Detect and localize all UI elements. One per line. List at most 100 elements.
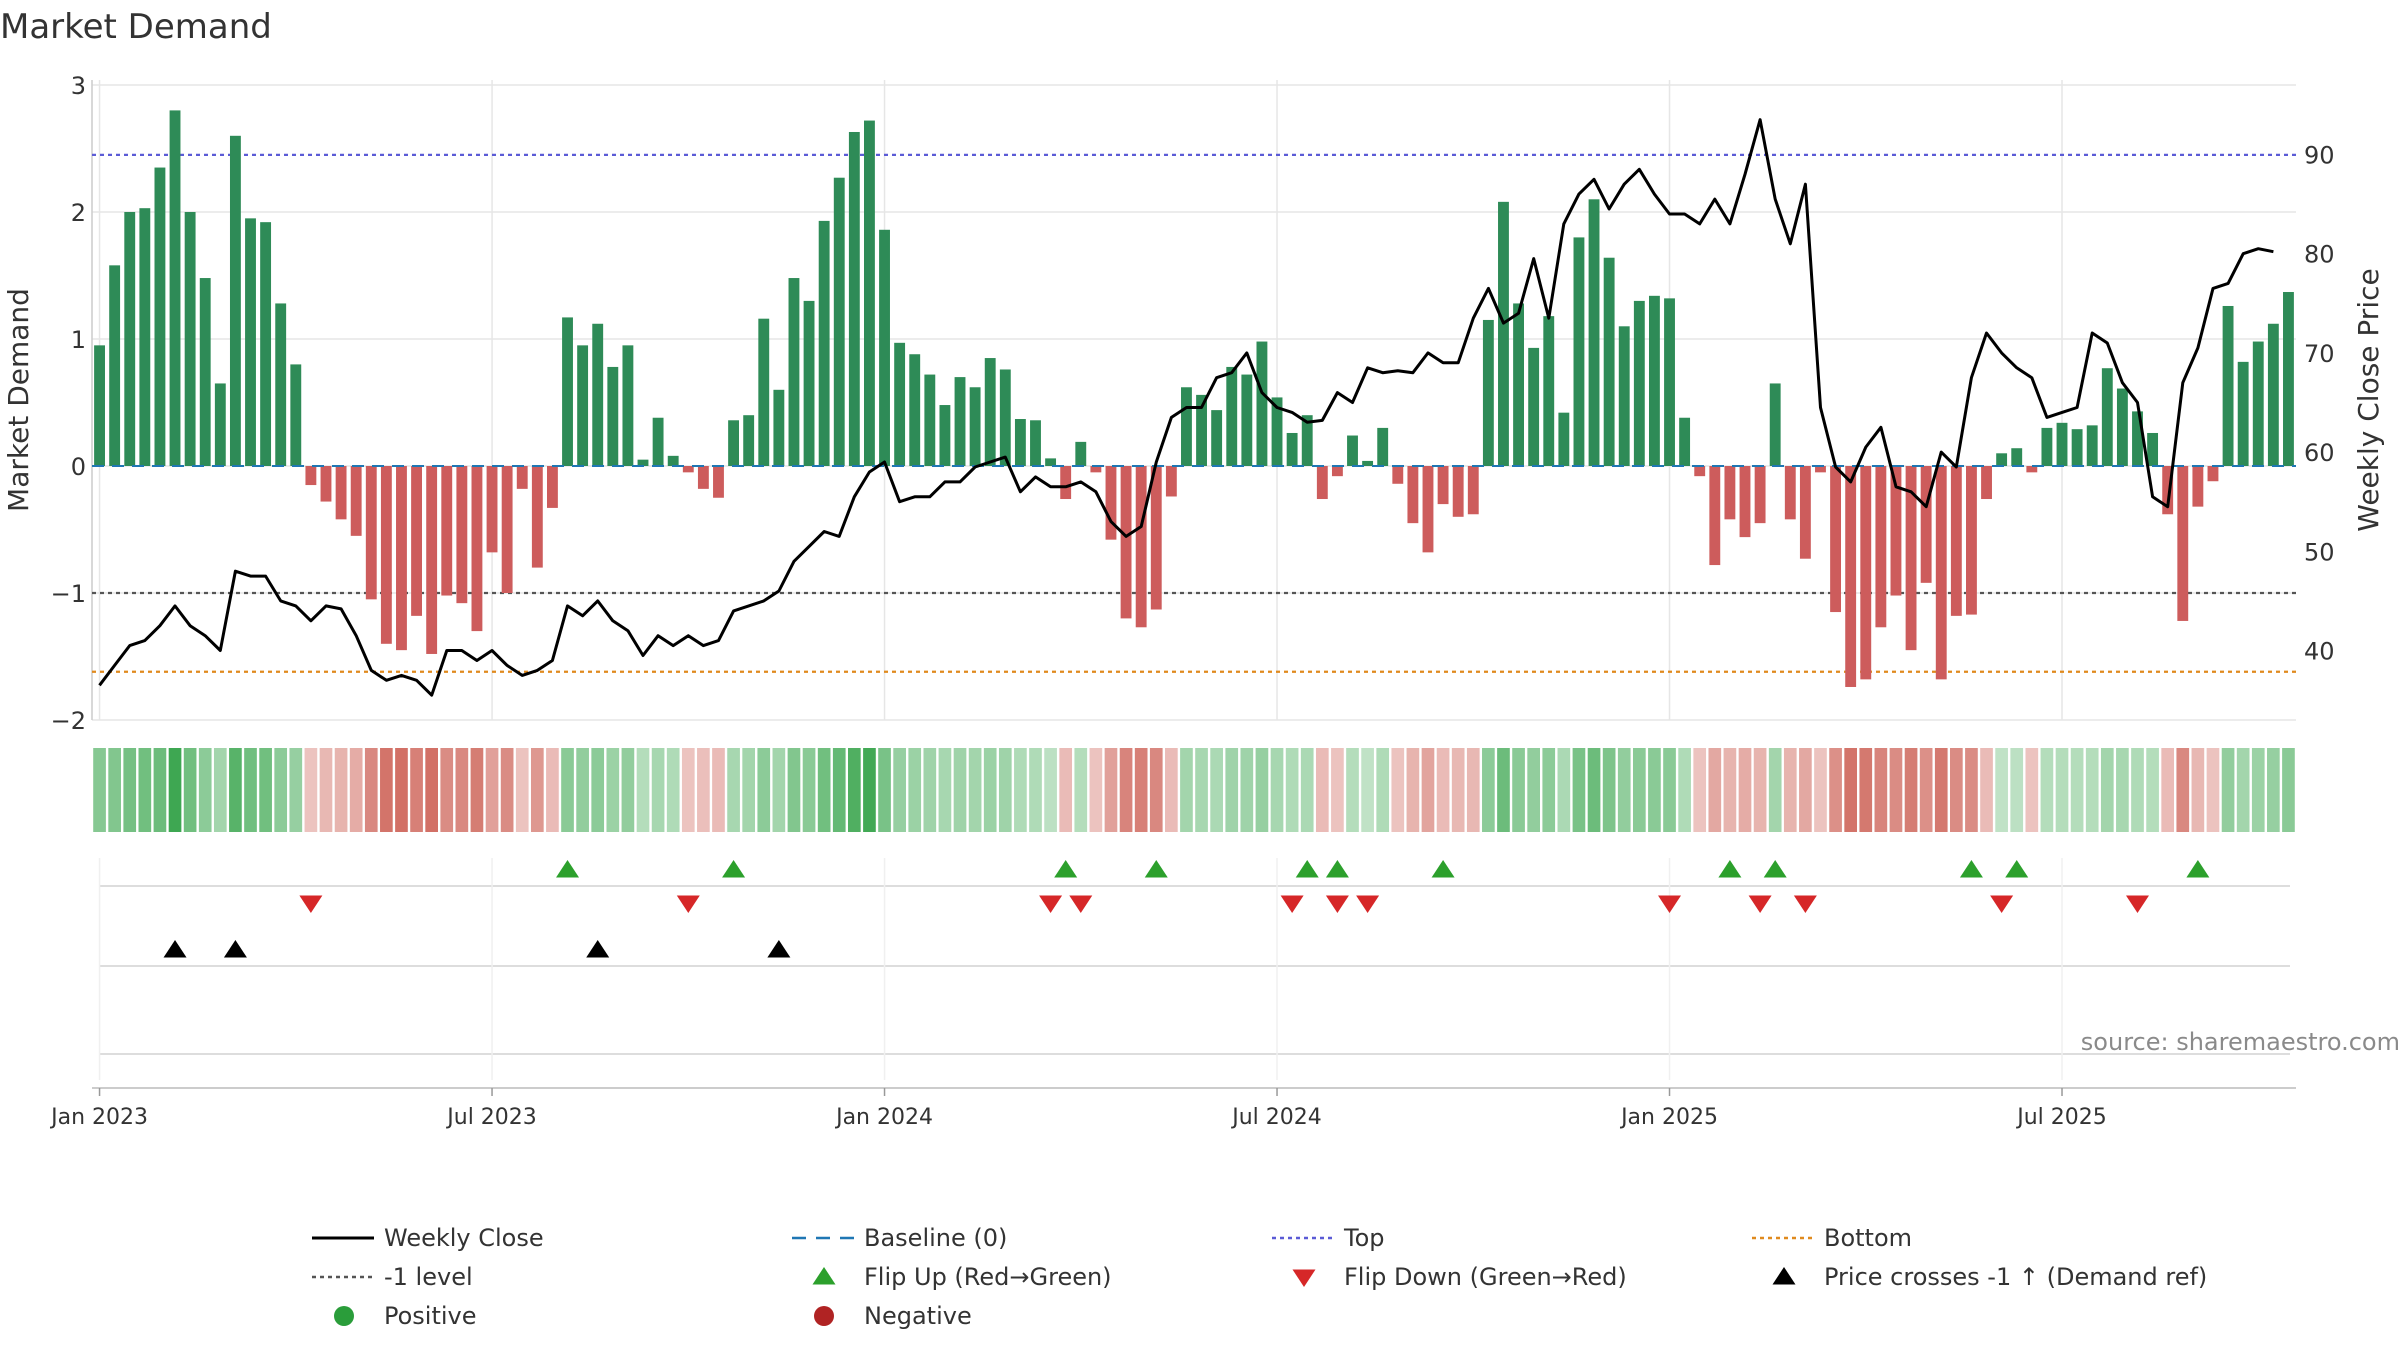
demand-bar-125 bbox=[1981, 466, 1992, 500]
demand-bar-107 bbox=[1709, 466, 1721, 566]
demand-bar-4 bbox=[154, 167, 166, 467]
demand-bar-20 bbox=[396, 466, 407, 651]
band-cell-87 bbox=[1406, 748, 1420, 832]
band-cell-20 bbox=[395, 748, 408, 832]
y-tick-right-2: 60 bbox=[2304, 439, 2335, 467]
band-cell-60 bbox=[998, 748, 1012, 832]
demand-bar-35 bbox=[622, 345, 634, 466]
band-cell-47 bbox=[802, 748, 816, 832]
demand-bar-83 bbox=[1347, 435, 1358, 466]
band-cell-43 bbox=[742, 748, 756, 832]
band-cell-23 bbox=[440, 748, 454, 832]
band-cell-97 bbox=[1557, 748, 1571, 832]
band-cell-108 bbox=[1723, 748, 1737, 832]
legend-item-0: Weekly Close bbox=[312, 1224, 544, 1252]
demand-bar-122 bbox=[1935, 466, 1947, 680]
flip-down-marker-1 bbox=[676, 895, 700, 913]
demand-bar-55 bbox=[924, 374, 936, 466]
y-tick-left-5: 3 bbox=[71, 72, 86, 100]
demand-bar-117 bbox=[1860, 466, 1872, 680]
flip-up-marker-9 bbox=[1959, 860, 1983, 878]
band-cell-61 bbox=[1014, 748, 1027, 832]
demand-bar-43 bbox=[743, 415, 755, 466]
band-cell-123 bbox=[1950, 748, 1963, 832]
demand-bar-136 bbox=[2147, 432, 2159, 466]
band-cell-95 bbox=[1527, 748, 1540, 832]
band-cell-139 bbox=[2191, 748, 2205, 832]
band-cell-73 bbox=[1195, 748, 1208, 832]
band-cell-71 bbox=[1165, 748, 1178, 832]
flip-down-marker-8 bbox=[1748, 895, 1772, 913]
chart-title: Market Demand bbox=[0, 7, 272, 47]
demand-bar-13 bbox=[290, 364, 302, 466]
flip-down-marker-0 bbox=[299, 895, 323, 913]
band-cell-36 bbox=[636, 748, 650, 832]
band-cell-136 bbox=[2146, 748, 2159, 832]
flip-down-marker-4 bbox=[1280, 895, 1304, 913]
demand-bar-30 bbox=[546, 466, 558, 508]
demand-bar-103 bbox=[1648, 295, 1660, 466]
demand-bar-140 bbox=[2207, 466, 2219, 482]
demand-bar-60 bbox=[999, 369, 1011, 466]
demand-bar-137 bbox=[2162, 466, 2174, 515]
band-cell-44 bbox=[757, 748, 771, 832]
demand-bar-24 bbox=[456, 466, 468, 604]
demand-bar-141 bbox=[2222, 305, 2234, 466]
band-cell-40 bbox=[697, 748, 710, 832]
band-cell-42 bbox=[727, 748, 740, 832]
band-cell-81 bbox=[1315, 748, 1329, 832]
band-cell-127 bbox=[2010, 748, 2024, 832]
legend-label-1: Baseline (0) bbox=[864, 1224, 1007, 1252]
demand-bar-21 bbox=[411, 466, 422, 616]
weekly-close-line bbox=[98, 118, 2274, 697]
band-cell-134 bbox=[2116, 748, 2129, 832]
band-cell-106 bbox=[1693, 748, 1707, 832]
legend-item-5: Flip Up (Red→Green) bbox=[812, 1263, 1112, 1291]
band-cell-67 bbox=[1104, 748, 1118, 832]
band-cell-141 bbox=[2221, 748, 2235, 832]
demand-bar-16 bbox=[335, 466, 347, 520]
demand-bar-15 bbox=[320, 466, 332, 502]
band-cell-117 bbox=[1859, 748, 1873, 832]
band-cell-92 bbox=[1482, 748, 1495, 832]
demand-bar-139 bbox=[2192, 466, 2204, 507]
flip-down-marker-3 bbox=[1069, 895, 1093, 913]
demand-bar-63 bbox=[1045, 458, 1057, 466]
demand-bar-48 bbox=[818, 220, 830, 466]
demand-bar-75 bbox=[1226, 366, 1238, 466]
flip-down-marker-11 bbox=[2125, 895, 2149, 913]
demand-bar-93 bbox=[1498, 201, 1509, 466]
legend-item-3: Bottom bbox=[1752, 1224, 1912, 1252]
demand-bar-74 bbox=[1211, 410, 1223, 466]
demand-bar-130 bbox=[2056, 422, 2068, 466]
band-cell-59 bbox=[983, 748, 997, 832]
demand-bar-69 bbox=[1135, 466, 1147, 628]
band-cell-26 bbox=[485, 748, 499, 832]
demand-bar-28 bbox=[516, 466, 528, 489]
demand-bar-104 bbox=[1664, 298, 1675, 466]
band-cell-96 bbox=[1542, 748, 1556, 832]
band-cell-114 bbox=[1814, 748, 1827, 832]
legend-item-2: Top bbox=[1272, 1224, 1385, 1252]
flip-up-marker-10 bbox=[2005, 860, 2029, 878]
band-cell-13 bbox=[289, 748, 303, 832]
demand-bar-134 bbox=[2116, 388, 2128, 466]
band-cell-19 bbox=[380, 748, 393, 832]
demand-bar-64 bbox=[1060, 466, 1072, 500]
demand-bar-91 bbox=[1467, 466, 1479, 515]
demand-bar-6 bbox=[184, 212, 196, 466]
band-cell-124 bbox=[1965, 748, 1978, 832]
demand-bar-23 bbox=[441, 466, 453, 596]
demand-bar-92 bbox=[1482, 319, 1494, 466]
band-cell-137 bbox=[2161, 748, 2175, 832]
band-cell-135 bbox=[2131, 748, 2144, 832]
demand-bar-22 bbox=[426, 466, 438, 654]
band-cell-57 bbox=[953, 748, 967, 832]
band-cell-37 bbox=[651, 748, 665, 832]
band-cell-33 bbox=[591, 748, 605, 832]
event-marker-rows bbox=[98, 858, 2290, 1080]
band-cell-16 bbox=[334, 748, 348, 832]
band-cell-56 bbox=[938, 748, 952, 832]
demand-bar-27 bbox=[501, 466, 513, 593]
